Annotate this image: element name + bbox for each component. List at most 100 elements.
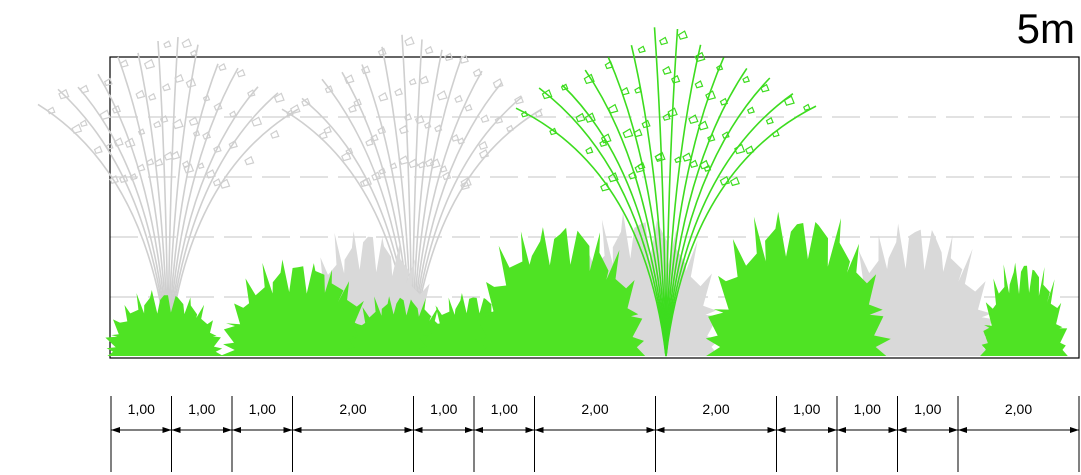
tree-leaf [514,95,524,105]
dimension-line: 1,00 1,00 1,00 2,00 1,00 1,00 2,00 2,00 1,00 1,00… [110,396,1080,472]
tree-leaf [398,155,410,165]
tree-leaf [662,65,672,75]
tree-leaf [219,178,231,189]
tree-leaf [604,60,614,70]
dimension-label: 2,00 [339,401,366,417]
tree-leaf [802,103,811,111]
tree-leaf [247,89,256,98]
tree-leaf [93,145,103,155]
tree-leaf [583,73,595,85]
tree-leaf [172,118,184,130]
green-shrub [705,211,891,356]
tree-leaf [183,163,195,174]
tree-leaf [119,174,129,184]
tree-leaf [213,144,222,154]
tree-branch [665,93,794,357]
tree-leaf [153,120,162,129]
dimension-label: 1,00 [128,401,155,417]
tree-leaf [71,123,83,134]
dimension-label: 1,00 [430,401,457,417]
tree-leaf [760,83,770,93]
tree-leaf [378,167,387,175]
tree-leaf [705,90,717,101]
tree-leaf [365,138,374,147]
tree-leaf [205,169,216,179]
tree-leaf [163,40,172,49]
tree-leaf [607,103,619,114]
tree-leaf [185,77,197,88]
dimension-arrow [646,427,656,433]
tree-leaf [218,63,227,71]
tree-leaf [318,130,328,140]
tree-leaf [136,163,146,172]
tree-branch [584,69,667,357]
tree-leaf [361,65,371,75]
tree-leaf [228,139,238,149]
green-shrub [105,290,224,356]
tree-leaf [460,180,470,191]
dimension-arrow [655,427,665,433]
tree-leaf [457,137,465,145]
tree-leaf [370,133,379,142]
tree-leaf [745,145,755,155]
tree-leaf [454,94,463,103]
tree-leaf [783,95,795,106]
tree-leaf [716,64,724,72]
tree-leaf [378,91,389,102]
tree-leaf [109,175,119,185]
dimension-arrow [776,427,786,433]
tree-leaf [634,86,642,94]
tree-leaf [662,113,671,121]
dimension-arrow [292,427,302,433]
tree-leaf [236,68,246,78]
dimension-label: 1,00 [188,401,215,417]
tree-leaf [419,75,430,85]
green-tree-crown [515,27,817,357]
tree-leaf [667,107,678,118]
tree-branch [665,28,679,357]
tree-leaf [124,137,136,148]
dimension-arrow [534,427,544,433]
tree-leaf [584,112,596,123]
tree-leaf [654,152,663,161]
tree-branch [607,56,667,357]
tree-leaf [99,109,111,121]
tree-leaf [159,115,169,124]
tree-leaf [549,127,558,136]
dimension-arrow [888,427,898,433]
tree-leaf [729,176,740,187]
green-tree [515,27,817,357]
dimension-arrow [171,427,181,433]
tree-leaf [377,47,387,56]
tree-branch [630,45,667,357]
tree-leaf [286,109,294,117]
tree-leaf [170,150,181,160]
tree-leaf [377,125,387,135]
tree-leaf [270,129,280,139]
tree-leaf [585,146,594,155]
tree-leaf [694,80,704,89]
tree-leaf [746,106,755,115]
tree-leaf [135,89,146,99]
tree-leaf [213,102,223,111]
tree-leaf [444,52,454,62]
tree-leaf [600,133,612,144]
tree-leaf [671,74,681,84]
tree-leaf [494,115,504,124]
tree-leaf [229,110,237,118]
tree-leaf [244,155,255,166]
tree-leaf [345,147,354,155]
tree-leaf [79,119,88,127]
tree-leaf [637,162,646,170]
tree-leaf [734,143,746,155]
dimension-label: 1,00 [914,401,941,417]
dimension-arrow [474,427,483,433]
tree-leaf [251,116,263,127]
tree-leaf [633,128,643,138]
tree-leaf [560,83,569,91]
tree-leaf [436,90,448,101]
dimension-label: 1,00 [249,401,276,417]
dimension-arrow [1070,427,1079,433]
tree-leaf [689,159,699,168]
